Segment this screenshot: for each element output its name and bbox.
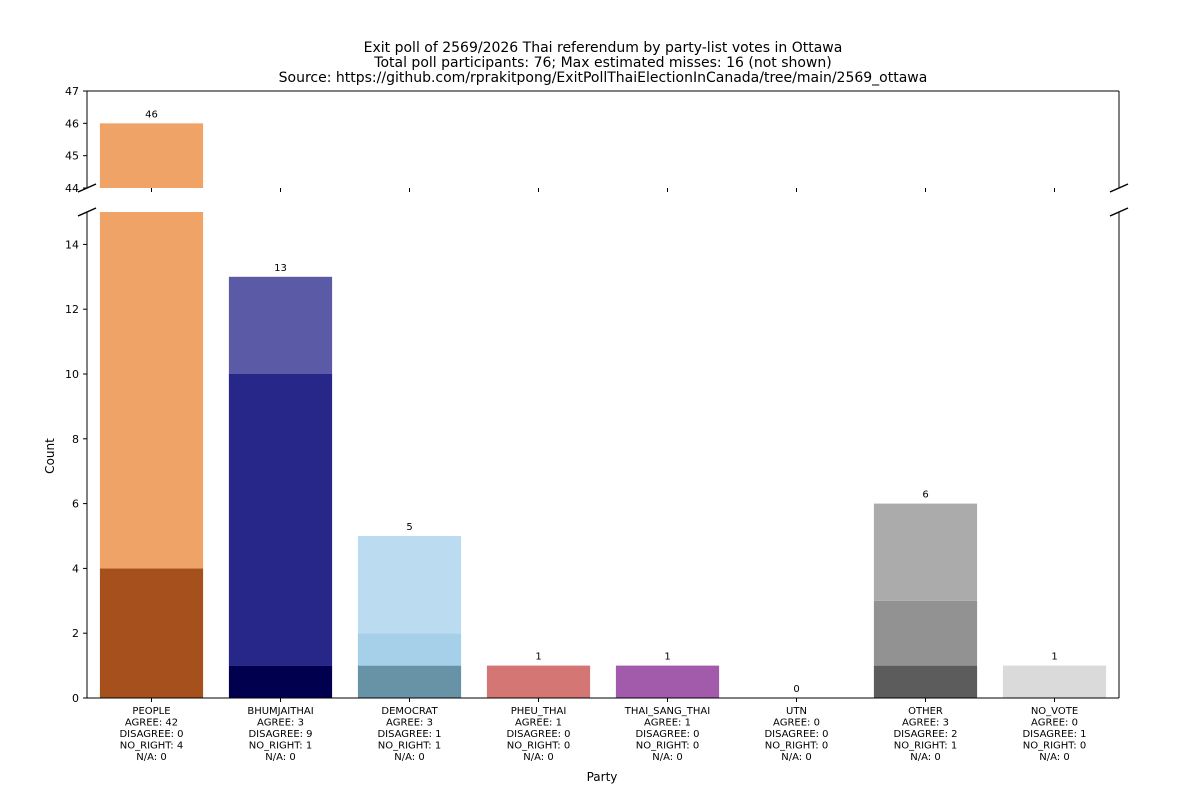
x-tick-label-line: N/A: 0 [136,752,166,763]
y-tick-label-upper-47: 47 [65,85,79,98]
x-tick-label-line: AGREE: 0 [773,718,820,729]
x-tick-label-line: AGREE: 0 [1031,718,1078,729]
bar-other-disagree [873,600,978,666]
x-tick-label-line: NO_RIGHT: 4 [120,741,183,752]
x-tick-label-line: N/A: 0 [523,752,553,763]
y-tick-label-upper-45: 45 [65,150,79,163]
value-label-thai_sang_thai: 1 [664,652,670,663]
x-tick-label-line: THAI_SANG_THAI [624,706,710,717]
bar-thai_sang_thai-agree [615,665,720,698]
x-tick-label-line: BHUMJAITHAI [247,706,313,717]
bar-pheu_thai-agree [486,665,591,698]
bar-people-agree [99,212,204,569]
upper-panel: 46 44 45 46 47 [65,85,1129,195]
x-tick-label-line: DISAGREE: 1 [1022,729,1086,740]
x-tick-label-line: DISAGREE: 9 [248,729,312,740]
x-tick-label-line: N/A: 0 [910,752,940,763]
chart-title-line-1: Exit poll of 2569/2026 Thai referendum b… [364,40,843,56]
x-tick-label-line: AGREE: 1 [644,718,691,729]
x-tick-label-thai_sang_thai: THAI_SANG_THAI AGREE: 1 DISAGREE: 0 NO_RIGH… [624,706,710,763]
x-tick-label-line: DISAGREE: 0 [635,729,699,740]
axis-break-mark-upper-right [1109,183,1129,193]
y-tick-label-lower-2: 2 [72,627,79,640]
y-tick-label-lower-0: 0 [72,692,79,705]
x-tick-label-line: N/A: 0 [394,752,424,763]
x-tick-label-line: AGREE: 3 [386,718,433,729]
bar-bhumjaithai-disagree [228,374,333,666]
x-tick-label-line: NO_RIGHT: 0 [1023,741,1086,752]
x-tick-label-line: AGREE: 3 [257,718,304,729]
x-tick-label-line: DISAGREE: 0 [119,729,183,740]
x-tick-label-line: PHEU_THAI [511,706,567,717]
value-label-no_vote: 1 [1051,652,1057,663]
x-tick-label-line: DISAGREE: 2 [893,729,957,740]
bar-democrat-disagree [357,633,462,666]
value-label-democrat: 5 [406,522,412,533]
bar-other-agree [873,503,978,601]
axis-break-mark-lower-left [77,207,97,217]
value-label-utn: 0 [793,684,799,695]
bar-other-no-right [873,665,978,698]
y-tick-label-lower-4: 4 [72,562,79,575]
bar-democrat-agree [357,536,462,634]
x-tick-label-line: NO_RIGHT: 0 [507,741,570,752]
x-tick-label-line: AGREE: 3 [902,718,949,729]
x-tick-label-line: PEOPLE [132,706,170,717]
value-label-bhumjaithai: 13 [274,263,287,274]
y-tick-label-lower-12: 12 [65,303,79,316]
chart-title-line-2: Total poll participants: 76; Max estimat… [373,55,831,71]
value-label-pheu_thai: 1 [535,652,541,663]
x-axis-title: Party [587,770,618,784]
bar-bhumjaithai-agree [228,276,333,374]
value-label-people: 46 [145,109,158,120]
y-axis-title: Count [43,438,57,474]
bar-people-agree-upper [99,123,204,188]
axis-break-mark-lower-right [1109,207,1129,217]
lower-panel: PEOPLE AGREE: 42 DISAGREE: 0 NO_RIGHT: 4 N/A… [65,207,1129,763]
x-tick-label-line: NO_RIGHT: 1 [249,741,312,752]
x-tick-label-line: NO_VOTE [1031,706,1078,717]
x-tick-label-line: AGREE: 1 [515,718,562,729]
x-tick-label-other: OTHER AGREE: 3 DISAGREE: 2 NO_RIGHT: 1 N/A: … [893,706,957,763]
x-tick-label-line: NO_RIGHT: 1 [378,741,441,752]
bar-no_vote-disagree [1002,665,1107,698]
y-tick-label-upper-46: 46 [65,117,79,130]
bar-democrat-no-right [357,665,462,698]
chart-title-line-3: Source: https://github.com/rprakitpong/E… [279,70,928,86]
x-tick-label-line: DISAGREE: 0 [506,729,570,740]
y-tick-label-lower-14: 14 [65,238,79,251]
x-tick-label-line: NO_RIGHT: 0 [765,741,828,752]
x-tick-label-line: DEMOCRAT [381,706,438,717]
y-tick-label-lower-8: 8 [72,433,79,446]
x-tick-label-line: OTHER [908,706,943,717]
x-tick-label-people: PEOPLE AGREE: 42 DISAGREE: 0 NO_RIGHT: 4 N/A… [119,706,183,763]
x-tick-label-line: NO_RIGHT: 1 [894,741,957,752]
chart-title: Exit poll of 2569/2026 Thai referendum b… [279,40,928,86]
x-tick-label-line: N/A: 0 [1039,752,1069,763]
y-tick-label-lower-6: 6 [72,498,79,511]
x-tick-label-line: N/A: 0 [265,752,295,763]
x-tick-label-line: AGREE: 42 [125,718,178,729]
x-tick-label-line: N/A: 0 [652,752,682,763]
bar-bhumjaithai-no-right [228,665,333,698]
y-tick-label-upper-44: 44 [65,182,79,195]
x-tick-label-utn: UTN AGREE: 0 DISAGREE: 0 NO_RIGHT: 0 N/A: 0 [764,706,828,763]
y-tick-label-lower-10: 10 [65,368,79,381]
x-tick-label-no_vote: NO_VOTE AGREE: 0 DISAGREE: 1 NO_RIGHT: 0 N/A… [1022,706,1086,763]
x-tick-label-line: N/A: 0 [781,752,811,763]
x-tick-label-line: DISAGREE: 1 [377,729,441,740]
value-label-other: 6 [922,490,928,501]
x-tick-label-democrat: DEMOCRAT AGREE: 3 DISAGREE: 1 NO_RIGHT: 1 N/… [377,706,441,763]
bar-people-no-right [99,568,204,698]
x-tick-label-line: NO_RIGHT: 0 [636,741,699,752]
x-tick-label-line: DISAGREE: 0 [764,729,828,740]
x-tick-label-bhumjaithai: BHUMJAITHAI AGREE: 3 DISAGREE: 9 NO_RIGHT: … [247,706,313,763]
x-tick-label-line: UTN [786,706,807,717]
